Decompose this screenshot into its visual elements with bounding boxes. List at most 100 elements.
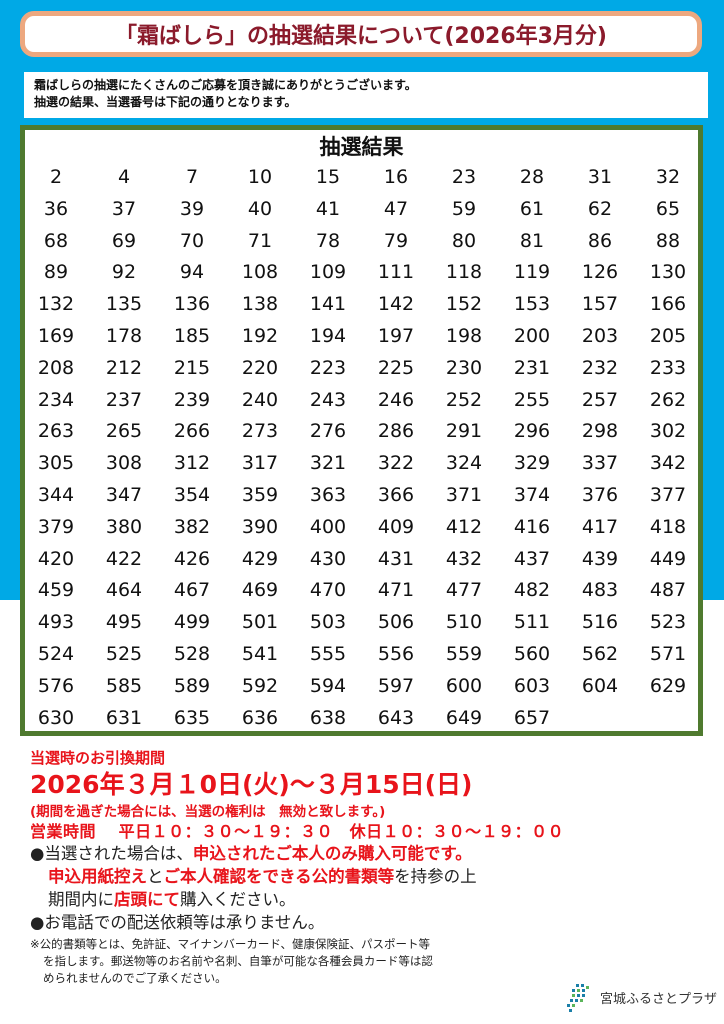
- winning-number: 493: [37, 611, 75, 634]
- winning-number: 192: [241, 324, 279, 347]
- winning-number: 65: [655, 197, 681, 220]
- winning-number: 525: [105, 642, 143, 665]
- winning-number: 604: [581, 674, 619, 697]
- winning-number: 257: [581, 388, 619, 411]
- winning-number: 16: [383, 166, 409, 188]
- winning-number: 135: [105, 293, 143, 316]
- winning-number: 265: [105, 420, 143, 443]
- winning-number: 594: [309, 674, 347, 697]
- title-banner: 「霜ばしら」の抽選結果について(2026年3月分): [20, 11, 702, 57]
- winning-number: 511: [513, 611, 551, 634]
- winning-number: 286: [377, 420, 415, 443]
- footnote: ※公的書類等とは、免許証、マイナンバーカード、健康保険証、パスポート等 を指しま…: [30, 936, 710, 987]
- winning-number: 28: [519, 166, 545, 188]
- results-heading: 抽選結果: [319, 135, 404, 159]
- winning-number: 118: [445, 261, 483, 284]
- winning-number: 470: [309, 579, 347, 602]
- winning-number: 380: [105, 515, 143, 538]
- winning-number: 243: [309, 388, 347, 411]
- bullet-emphasis: 店頭にて: [114, 890, 180, 909]
- winning-number: 178: [105, 324, 143, 347]
- winning-number: 2: [49, 166, 63, 188]
- winning-number: 431: [377, 547, 415, 570]
- winning-number: 337: [581, 452, 619, 475]
- winning-number: 657: [513, 706, 551, 729]
- winning-number: 59: [451, 197, 477, 220]
- winning-number: 138: [241, 293, 279, 316]
- winning-number: 503: [309, 611, 347, 634]
- business-hours: 営業時間 平日１０：３０～１９：３０ 休日１０：３０～１９：００: [30, 822, 565, 841]
- winning-number: 469: [241, 579, 279, 602]
- winning-number: 354: [173, 483, 211, 506]
- winning-number: 422: [105, 547, 143, 570]
- bullet-text: と: [147, 867, 164, 886]
- winning-number: 233: [649, 356, 687, 379]
- winning-number: 109: [309, 261, 347, 284]
- winning-number: 39: [179, 197, 205, 220]
- winning-number: 317: [241, 452, 279, 475]
- footnote-line: められませんのでご了承ください。: [43, 971, 227, 985]
- winning-number: 40: [247, 197, 273, 220]
- winning-number: 119: [513, 261, 551, 284]
- logo: 宮城ふるさとプラザ: [566, 982, 717, 1012]
- winning-number: 255: [513, 388, 551, 411]
- winning-number: 4: [117, 166, 131, 188]
- winning-number: 499: [173, 611, 211, 634]
- winning-number: 252: [445, 388, 483, 411]
- winning-number: 36: [43, 197, 69, 220]
- winning-number: 169: [37, 324, 75, 347]
- bullet-store: 期間内に店頭にて購入ください。: [30, 888, 710, 911]
- winning-number: 589: [173, 674, 211, 697]
- winning-number: 263: [37, 420, 75, 443]
- bullet-text: 期間内に: [48, 890, 114, 909]
- page-title: 「霜ばしら」の抽選結果について(2026年3月分): [115, 24, 607, 49]
- winning-number: 237: [105, 388, 143, 411]
- winning-number: 371: [445, 483, 483, 506]
- winning-number: 232: [581, 356, 619, 379]
- winning-number: 359: [241, 483, 279, 506]
- winning-number: 390: [241, 515, 279, 538]
- winning-number: 631: [105, 706, 143, 729]
- winning-number: 78: [315, 229, 341, 252]
- winning-number: 157: [581, 293, 619, 316]
- winning-number: 262: [649, 388, 687, 411]
- winning-number: 234: [37, 388, 75, 411]
- winning-number: 429: [241, 547, 279, 570]
- winning-number: 556: [377, 642, 415, 665]
- winning-number: 152: [445, 293, 483, 316]
- winning-number: 322: [377, 452, 415, 475]
- winning-number: 220: [241, 356, 279, 379]
- winning-number: 198: [445, 324, 483, 347]
- winning-number: 70: [179, 229, 205, 252]
- winning-number: 418: [649, 515, 687, 538]
- winning-number: 635: [173, 706, 211, 729]
- winning-number: 302: [649, 420, 687, 443]
- winning-number: 80: [451, 229, 477, 252]
- logo-mark-icon: [567, 984, 589, 1012]
- winning-number: 86: [587, 229, 613, 252]
- winning-number: 482: [513, 579, 551, 602]
- winning-number: 524: [37, 642, 75, 665]
- winning-number: 459: [37, 579, 75, 602]
- winning-number: 483: [581, 579, 619, 602]
- winning-number: 32: [655, 166, 681, 188]
- winning-number: 296: [513, 420, 551, 443]
- winning-number: 308: [105, 452, 143, 475]
- winning-number: 342: [649, 452, 687, 475]
- bullet-emphasis: 申込されたご本人のみ購入可能です。: [192, 844, 472, 863]
- winning-number: 541: [241, 642, 279, 665]
- winning-number: 430: [309, 547, 347, 570]
- winning-number: 94: [179, 261, 205, 284]
- winning-number: 92: [111, 261, 137, 284]
- intro-line: 抽選の結果、当選番号は下記の通りとなります。: [34, 95, 297, 109]
- winning-number: 194: [309, 324, 347, 347]
- winning-number: 212: [105, 356, 143, 379]
- winning-number: 111: [377, 261, 415, 284]
- winning-number: 630: [37, 706, 75, 729]
- winning-number: 230: [445, 356, 483, 379]
- winning-number: 416: [513, 515, 551, 538]
- winning-number: 321: [309, 452, 347, 475]
- intro-line: 霜ばしらの抽選にたくさんのご応募を頂き誠にありがとうございます。: [34, 78, 417, 92]
- winning-number: 366: [377, 483, 415, 506]
- winning-number: 439: [581, 547, 619, 570]
